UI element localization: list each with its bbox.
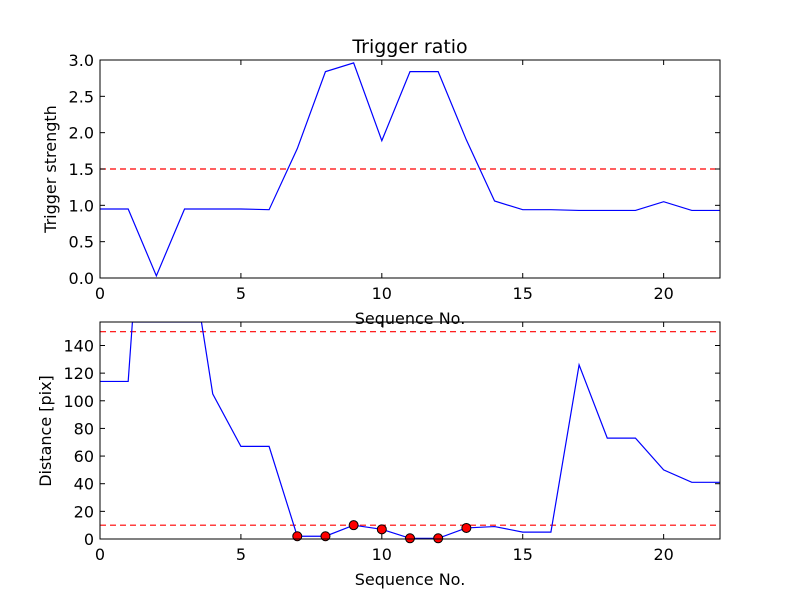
top-chart-y-axis-label: Trigger strength: [41, 105, 60, 234]
bottom-chart-marker-0: [292, 531, 303, 542]
top-chart-y-tick-label-4: 2.0: [69, 124, 94, 143]
bottom-chart-y-tick-label-7: 140: [63, 336, 94, 355]
bottom-chart-y-tick-label-6: 120: [63, 364, 94, 383]
top-chart-x-tick-label-4: 20: [653, 284, 673, 303]
bottom-chart-y-tick-label-4: 80: [74, 419, 94, 438]
top-chart-x-tick-label-1: 5: [236, 284, 246, 303]
top-chart-title: Trigger ratio: [351, 36, 467, 58]
bottom-chart-marker-6: [461, 522, 472, 533]
top-chart-plot-area: [100, 62, 720, 278]
top-chart-y-tick-label-3: 1.5: [69, 160, 94, 179]
top-chart-y-tick-label-0: 0.0: [69, 269, 94, 288]
bottom-chart-x-tick-label-2: 10: [372, 545, 392, 564]
top-chart-y-tick-label-6: 3.0: [69, 51, 94, 70]
top-chart: Trigger ratio Sequence No. Trigger stren…: [41, 36, 721, 328]
top-chart-y-tick-label-5: 2.5: [69, 87, 94, 106]
bottom-chart-marker-5: [433, 533, 444, 544]
bottom-chart-marker-3: [376, 524, 387, 535]
bottom-chart-x-tick-label-4: 20: [653, 545, 673, 564]
bottom-chart-axes-frame: [99, 321, 721, 540]
top-chart-x-tick-label-3: 15: [513, 284, 533, 303]
top-chart-y-tick-label-2: 1.0: [69, 196, 94, 215]
top-chart-x-axis-label: Sequence No.: [355, 309, 466, 328]
bottom-chart-marker-2: [348, 520, 359, 531]
top-chart-y-tick-label-1: 0.5: [69, 233, 94, 252]
top-chart-x-tick-label-2: 10: [372, 284, 392, 303]
bottom-chart-x-tick-label-3: 15: [513, 545, 533, 564]
bottom-chart-marker-4: [405, 533, 415, 544]
bottom-chart-marker-1: [320, 531, 331, 542]
bottom-chart-y-axis-label: Distance [pix]: [36, 375, 55, 487]
top-chart-x-tick-label-0: 0: [95, 284, 105, 303]
bottom-chart-x-tick-label-0: 0: [95, 545, 105, 564]
bottom-chart-y-tick-label-0: 0: [84, 530, 94, 549]
bottom-chart: Sequence No. Distance [pix] 0 5 10 15 20 0 20 4…: [36, 321, 721, 589]
bottom-chart-y-tick-label-2: 40: [74, 475, 94, 494]
bottom-chart-y-tick-label-1: 20: [74, 502, 94, 521]
bottom-chart-y-tick-label-3: 60: [74, 447, 94, 466]
bottom-chart-x-axis-label: Sequence No.: [355, 570, 466, 589]
top-chart-series-line-0: [100, 62, 720, 278]
bottom-chart-y-tick-label-5: 100: [63, 392, 94, 411]
bottom-chart-x-tick-label-1: 5: [236, 545, 246, 564]
